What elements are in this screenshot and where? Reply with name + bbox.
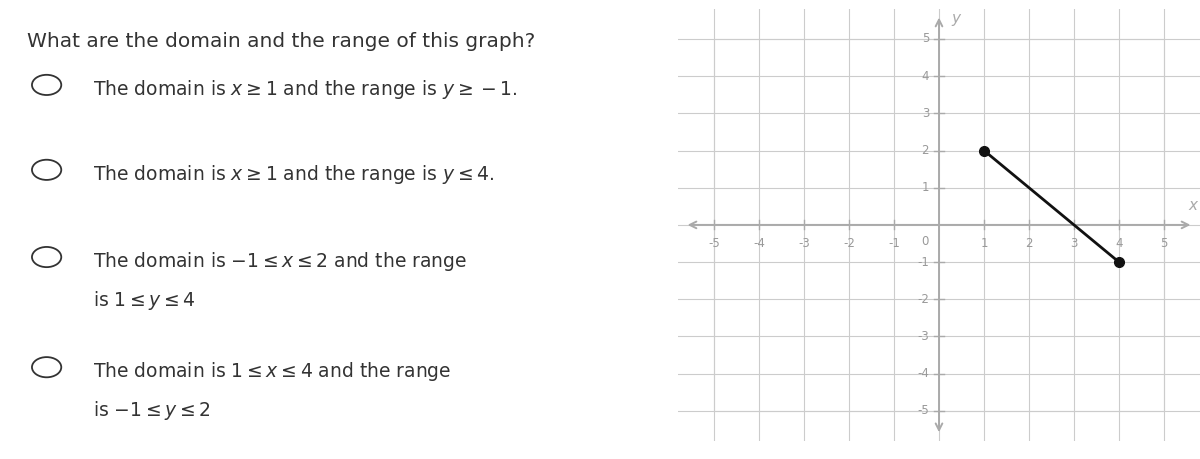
Text: 1: 1 xyxy=(922,181,929,194)
Text: -5: -5 xyxy=(708,237,720,250)
Text: 0: 0 xyxy=(922,235,929,248)
Text: is $-1 \leq y \leq 2$: is $-1 \leq y \leq 2$ xyxy=(94,399,211,422)
Text: 4: 4 xyxy=(922,70,929,83)
Text: The domain is $-1 \leq x \leq 2$ and the range: The domain is $-1 \leq x \leq 2$ and the… xyxy=(94,250,467,273)
Text: 1: 1 xyxy=(980,237,988,250)
Text: What are the domain and the range of this graph?: What are the domain and the range of thi… xyxy=(26,32,535,51)
Text: The domain is $x \geq 1$ and the range is $y \leq 4$.: The domain is $x \geq 1$ and the range i… xyxy=(94,163,494,186)
Text: 3: 3 xyxy=(922,107,929,120)
Text: 3: 3 xyxy=(1070,237,1078,250)
Text: -4: -4 xyxy=(917,367,929,380)
Text: -3: -3 xyxy=(798,237,810,250)
Text: The domain is $1 \leq x \leq 4$ and the range: The domain is $1 \leq x \leq 4$ and the … xyxy=(94,360,451,383)
Text: -2: -2 xyxy=(917,293,929,306)
Text: -1: -1 xyxy=(888,237,900,250)
Text: 2: 2 xyxy=(922,144,929,157)
Text: -4: -4 xyxy=(754,237,764,250)
Text: -2: -2 xyxy=(844,237,854,250)
Text: x: x xyxy=(1189,198,1198,213)
Text: is $1 \leq y \leq 4$: is $1 \leq y \leq 4$ xyxy=(94,289,196,312)
Text: -1: -1 xyxy=(917,256,929,269)
Text: -5: -5 xyxy=(917,404,929,417)
Text: 5: 5 xyxy=(1160,237,1168,250)
Text: -3: -3 xyxy=(917,330,929,343)
Text: 2: 2 xyxy=(1025,237,1033,250)
Text: The domain is $x \geq 1$ and the range is $y \geq -1$.: The domain is $x \geq 1$ and the range i… xyxy=(94,78,517,101)
Text: y: y xyxy=(952,11,961,26)
Text: 5: 5 xyxy=(922,33,929,45)
Bar xyxy=(714,39,1164,411)
Text: 4: 4 xyxy=(1115,237,1123,250)
